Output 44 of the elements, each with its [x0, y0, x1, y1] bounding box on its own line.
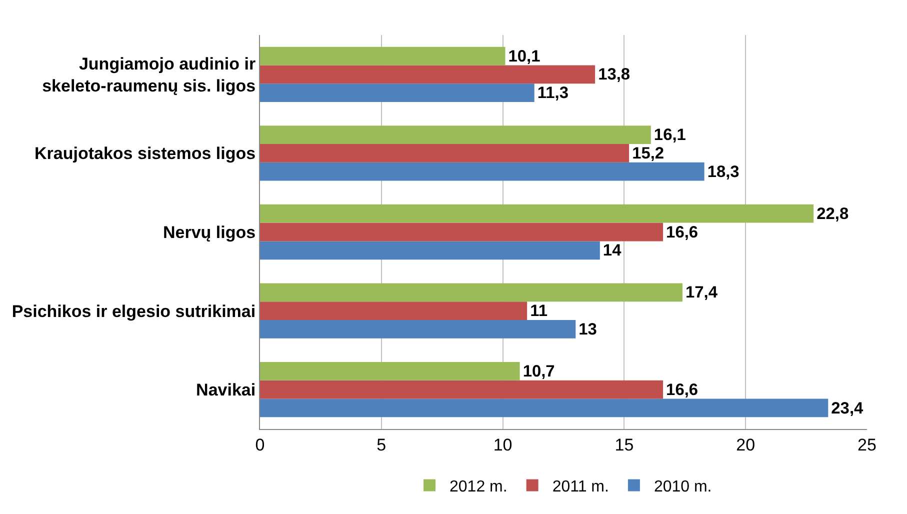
bar [260, 380, 664, 399]
data-label: 16,6 [666, 223, 698, 242]
legend-label: 2011 m. [552, 478, 609, 496]
data-label: 17,4 [685, 284, 718, 302]
bar [260, 241, 600, 260]
bar [260, 162, 704, 181]
data-label: 10,7 [522, 362, 555, 381]
data-label: 16,1 [654, 126, 686, 144]
bar [260, 222, 664, 242]
y-tick-label: Jungiamojo audinio ir skeleto-raumenų sis. ligos [42, 54, 256, 96]
data-label: 18,3 [707, 162, 740, 181]
y-tick-label: Psichikos ir elgesio sutrikimai [12, 302, 256, 321]
bar [260, 144, 630, 162]
x-tick-label: 15 [614, 435, 634, 454]
bar [260, 283, 682, 302]
y-tick-label: Navikai [196, 380, 256, 400]
legend-label: 2012 m. [450, 478, 508, 496]
bar [260, 320, 576, 338]
data-label: 13 [578, 320, 597, 339]
bar [260, 302, 528, 320]
data-label: 11 [530, 302, 548, 320]
bar [260, 362, 520, 380]
x-tick-label: 5 [376, 435, 386, 454]
data-label: 11,3 [537, 84, 568, 102]
data-label: 15,2 [632, 144, 664, 163]
bar [260, 126, 651, 144]
data-label: 10,1 [508, 47, 540, 66]
y-tick-label: Kraujotakos sistemos ligos [34, 144, 256, 164]
data-label: 23,4 [831, 399, 864, 418]
data-label: 16,6 [666, 380, 698, 399]
data-label: 13,8 [598, 66, 630, 84]
x-tick-label: 0 [255, 435, 265, 454]
bar [260, 65, 596, 84]
data-label: 22,8 [816, 204, 849, 223]
data-label: 14 [602, 242, 622, 260]
x-tick-label: 10 [493, 435, 512, 454]
bar [260, 46, 506, 66]
bar [260, 204, 814, 223]
bar [260, 398, 828, 418]
legend-label: 2010 m. [654, 478, 712, 496]
y-tick-label: Nervų ligos [163, 222, 256, 242]
x-tick-label: 20 [736, 435, 756, 454]
x-tick-label: 25 [858, 435, 876, 454]
bar [260, 84, 534, 102]
